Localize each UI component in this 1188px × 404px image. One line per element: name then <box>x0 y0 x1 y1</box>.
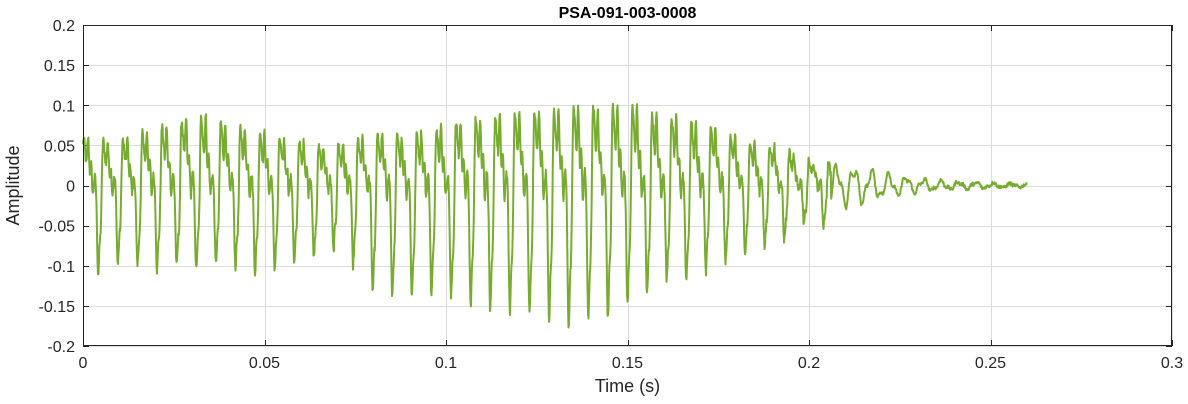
x-tick-label: 0.15 <box>612 355 643 372</box>
y-tick-label: 0.15 <box>44 58 75 75</box>
y-tick-label: 0 <box>66 179 75 196</box>
x-tick-label: 0.25 <box>975 355 1006 372</box>
y-axis-label: Amplitude <box>3 145 23 225</box>
y-tick-label: -0.15 <box>39 299 76 316</box>
chart-title: PSA-091-003-0008 <box>559 5 697 22</box>
signal-series <box>82 102 1028 329</box>
y-tick-label: 0.05 <box>44 138 75 155</box>
y-tick-label: -0.05 <box>39 219 76 236</box>
signal-line <box>82 102 1028 329</box>
y-tick-label: 0.1 <box>53 98 75 115</box>
y-tick-label: 0.2 <box>53 18 75 35</box>
plot-frame <box>83 25 1172 346</box>
y-tick-label: -0.1 <box>47 259 75 276</box>
y-tick-label: -0.2 <box>47 339 75 356</box>
y-axis-ticks: -0.2 -0.15 -0.1 -0.05 0 0.05 0.1 0.15 0.2 <box>39 18 1172 356</box>
x-tick-label: 0.3 <box>1161 355 1183 372</box>
x-tick-label: 0 <box>79 355 88 372</box>
x-tick-label: 0.1 <box>435 355 457 372</box>
x-tick-label: 0.05 <box>249 355 280 372</box>
x-axis-label: Time (s) <box>595 376 660 396</box>
x-tick-label: 0.2 <box>798 355 820 372</box>
